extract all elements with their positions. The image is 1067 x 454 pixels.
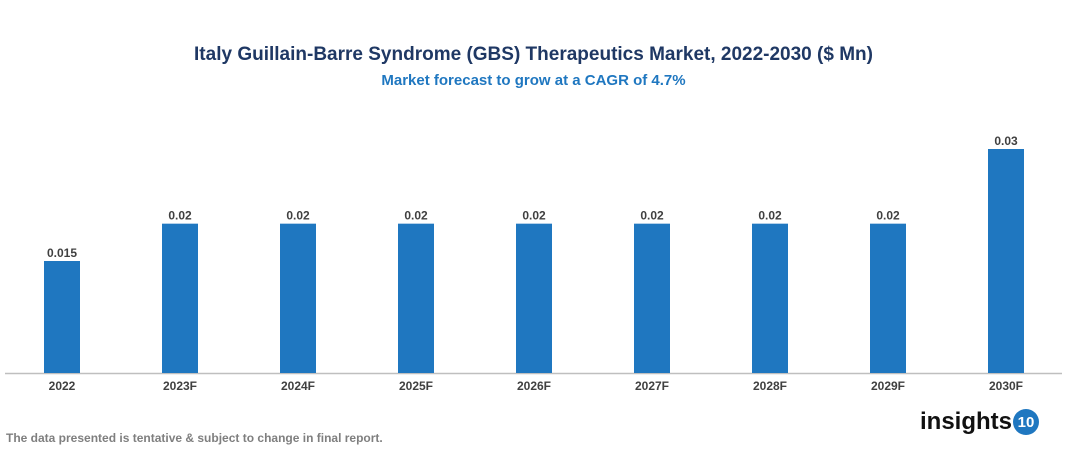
x-tick-label: 2022 [49, 379, 76, 393]
x-tick-label: 2024F [281, 379, 315, 393]
data-label: 0.02 [758, 209, 782, 223]
insights10-logo: insights 10 [920, 408, 1040, 436]
bar-2024F [280, 223, 316, 373]
bar-2026F [516, 223, 552, 373]
x-tick-label: 2023F [163, 379, 197, 393]
logo-text: insights [920, 408, 1013, 435]
data-label: 0.02 [876, 209, 900, 223]
bar-2022 [44, 261, 80, 373]
x-tick-label: 2025F [399, 379, 433, 393]
data-label: 0.02 [168, 209, 192, 223]
data-label: 0.02 [286, 209, 310, 223]
bar-2025F [398, 223, 434, 373]
chart-title: Italy Guillain-Barre Syndrome (GBS) Ther… [194, 44, 873, 65]
logo-badge: 10 [1013, 409, 1040, 435]
bar-2028F [752, 223, 788, 373]
bar-2027F [634, 223, 670, 373]
x-tick-label: 2027F [635, 379, 669, 393]
bar-2029F [870, 223, 906, 373]
data-label: 0.02 [522, 209, 546, 223]
x-tick-label: 2030F [989, 379, 1023, 393]
data-label: 0.015 [47, 246, 77, 260]
x-tick-label: 2028F [753, 379, 787, 393]
data-label: 0.02 [640, 209, 664, 223]
data-label: 0.03 [994, 134, 1018, 148]
bar-2030F [988, 149, 1024, 373]
disclaimer: The data presented is tentative & subjec… [6, 431, 383, 445]
bar-2023F [162, 223, 198, 373]
chart-subtitle: Market forecast to grow at a CAGR of 4.7… [381, 72, 686, 89]
x-tick-label: 2029F [871, 379, 905, 393]
data-label: 0.02 [404, 209, 428, 223]
x-tick-label: 2026F [517, 379, 551, 393]
